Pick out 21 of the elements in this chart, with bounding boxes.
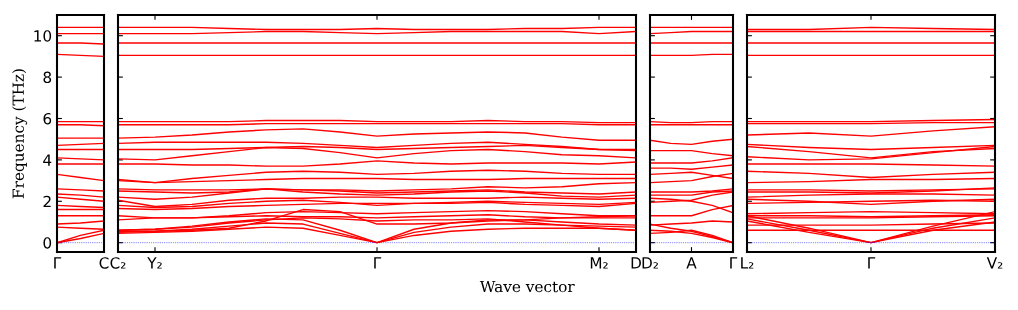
x-tick-label: Γ [730, 257, 738, 269]
y-tick-label: 8 [43, 71, 52, 84]
x-tick-label: D [631, 257, 641, 269]
y-tick-label: 6 [43, 112, 52, 125]
x-tick-label: L₂ [741, 257, 754, 269]
x-tick-label: Y₂ [147, 257, 162, 269]
x-tick-label: D₂ [642, 257, 658, 269]
x-tick-label: V₂ [986, 257, 1003, 269]
x-tick-label: Γ [54, 257, 62, 269]
x-tick-label: A [686, 257, 697, 269]
y-axis-title: Frequency (THz) [12, 69, 28, 199]
y-tick-label: 4 [43, 154, 52, 166]
x-tick-label: C₂ [110, 257, 126, 269]
x-tick-label: C [99, 257, 109, 269]
x-tick-label: M₂ [590, 257, 608, 269]
x-axis-title: Wave vector [479, 280, 575, 293]
x-tick-label: Γ [868, 257, 876, 269]
y-tick-label: 2 [43, 195, 51, 208]
x-tick-label: Γ [374, 257, 382, 269]
y-tick-label: 0 [43, 237, 52, 249]
y-tick-label: 10 [34, 30, 52, 42]
